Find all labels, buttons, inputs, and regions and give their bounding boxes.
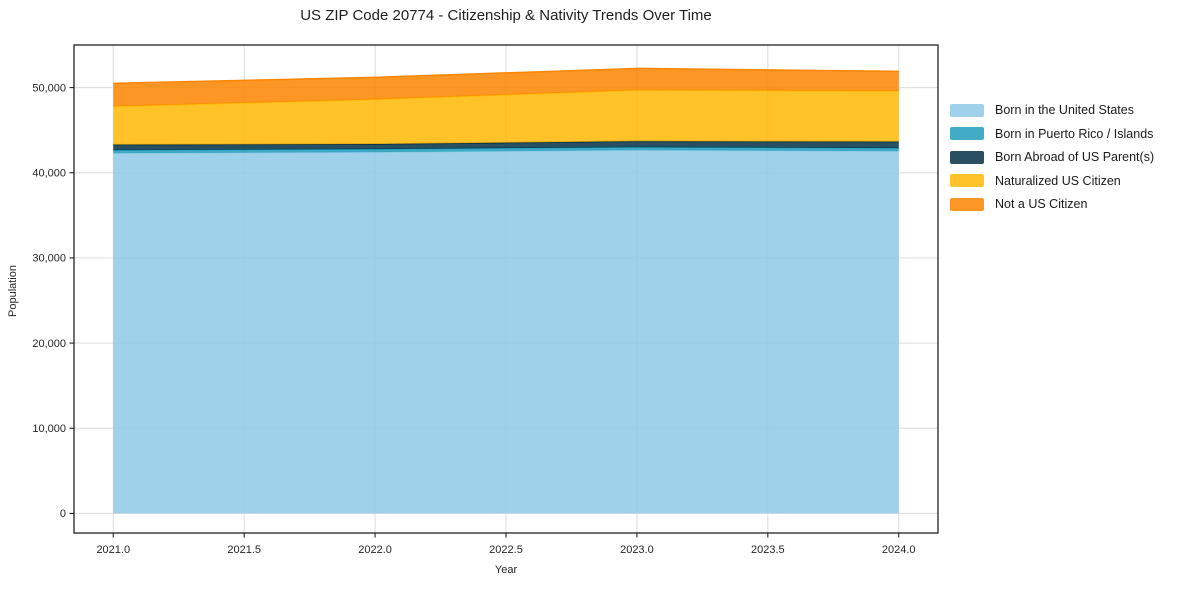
area-band-3 bbox=[113, 90, 899, 145]
x-tick-label: 2021.0 bbox=[96, 544, 130, 556]
x-tick-label: 2021.5 bbox=[227, 544, 261, 556]
legend-label: Born in Puerto Rico / Islands bbox=[995, 126, 1154, 141]
legend-swatch-icon bbox=[950, 103, 984, 117]
y-tick-label: 50,000 bbox=[32, 82, 66, 94]
legend-label: Born in the United States bbox=[995, 103, 1134, 117]
legend-swatch-icon bbox=[950, 174, 984, 187]
x-tick-label: 2023.0 bbox=[620, 544, 654, 556]
x-axis-label: Year bbox=[494, 564, 518, 576]
y-axis-label: Population bbox=[7, 265, 19, 317]
y-tick-label: 10,000 bbox=[32, 423, 66, 435]
area-edge-4 bbox=[113, 67, 899, 85]
x-tick-label: 2022.5 bbox=[489, 544, 523, 556]
area-band-2 bbox=[113, 141, 899, 151]
legend-swatch-icon bbox=[950, 150, 984, 164]
area-band-0 bbox=[113, 150, 899, 514]
legend-item: Not a US Citizen bbox=[950, 197, 1154, 211]
y-tick-label: 30,000 bbox=[32, 253, 66, 265]
area-band-4 bbox=[113, 68, 899, 107]
legend-item: Born in the United States bbox=[950, 103, 1154, 117]
legend-item: Born in Puerto Rico / Islands bbox=[950, 127, 1154, 141]
legend-swatch-icon bbox=[950, 127, 984, 140]
x-tick-label: 2023.5 bbox=[751, 544, 785, 556]
y-tick-label: 40,000 bbox=[32, 168, 66, 180]
legend-label: Born Abroad of US Parent(s) bbox=[995, 150, 1155, 164]
y-tick-label: 0 bbox=[60, 508, 66, 520]
chart-title: US ZIP Code 20774 - Citizenship & Nativi… bbox=[300, 7, 712, 24]
y-tick-label: 20,000 bbox=[32, 338, 66, 350]
legend-item: Born Abroad of US Parent(s) bbox=[950, 150, 1154, 164]
legend-label: Not a US Citizen bbox=[995, 197, 1088, 211]
legend-item: Naturalized US Citizen bbox=[950, 174, 1154, 188]
x-tick-label: 2022.0 bbox=[358, 544, 392, 556]
legend: Born in the United States Born in Puerto … bbox=[950, 103, 1154, 221]
legend-swatch-icon bbox=[950, 197, 984, 211]
legend-label: Naturalized US Citizen bbox=[995, 173, 1121, 188]
area-band-1 bbox=[113, 147, 899, 154]
x-tick-label: 2024.0 bbox=[882, 544, 916, 556]
